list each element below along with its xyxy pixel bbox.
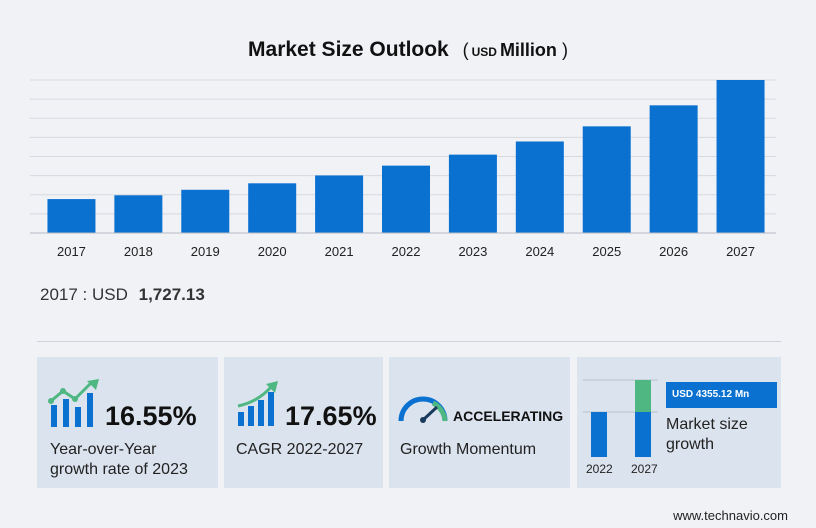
growth-mini-chart [583,379,658,457]
growth-card [577,357,781,488]
bar-2027 [716,80,765,233]
cagr-value: 17.65% [285,401,377,431]
chart-title: Market Size Outlook (USD Million ) [0,38,816,62]
growth-amount-tag: USD 4355.12 Mn [666,382,777,408]
bar-2023 [448,154,497,233]
growth-bar-2027-base [635,412,651,457]
momentum-card [389,357,570,488]
bar-2018 [114,195,163,233]
x-tick-label: 2019 [191,244,220,259]
growth-description: Market size growth [666,416,748,453]
market-size-bar-chart: 2017 2018 2019 2020 2021 2022 2023 2024 2025 2026… [30,79,776,259]
x-tick-label: 2024 [525,244,554,259]
growth-bar-2027-increment [635,380,651,412]
x-tick-label: 2026 [659,244,688,259]
bar-2021 [315,175,364,233]
bar-2025 [582,126,631,233]
speedometer-icon [398,396,448,423]
momentum-value: ACCELERATING [453,408,564,424]
x-tick-label: 2018 [124,244,153,259]
bar-2019 [181,189,230,233]
base-year-label: 2017 : USD [40,285,128,304]
x-tick-label: 2023 [458,244,487,259]
footer-url: www.technavio.com [673,508,788,523]
x-tick-label: 2021 [325,244,354,259]
growth-chart-icon [48,379,99,427]
section-divider [37,341,781,342]
base-year-amount: 1,727.13 [138,285,205,304]
growth-year-end: 2027 [631,462,658,476]
cagr-description: CAGR 2022-2027 [236,441,364,458]
yoy-description: Year-over-Year growth rate of 2023 [50,441,188,478]
bar-2020 [248,183,297,233]
rising-bars-icon [237,381,278,426]
bar-2026 [649,105,698,233]
title-main: Market Size Outlook [248,38,449,61]
x-tick-label: 2025 [592,244,621,259]
bar-2017 [47,199,96,233]
x-tick-label: 2027 [726,244,755,259]
base-year-value: 2017 : USD 1,727.13 [40,285,205,305]
bar-2022 [382,165,430,233]
x-tick-label: 2020 [258,244,287,259]
growth-bar-2022 [591,412,607,457]
title-unit: (USD Million ) [462,40,568,60]
growth-year-start: 2022 [586,462,613,476]
bar-2024 [515,141,564,233]
x-tick-label: 2022 [392,244,421,259]
x-tick-label: 2017 [57,244,86,259]
momentum-description: Growth Momentum [400,441,537,458]
yoy-value: 16.55% [105,401,197,431]
